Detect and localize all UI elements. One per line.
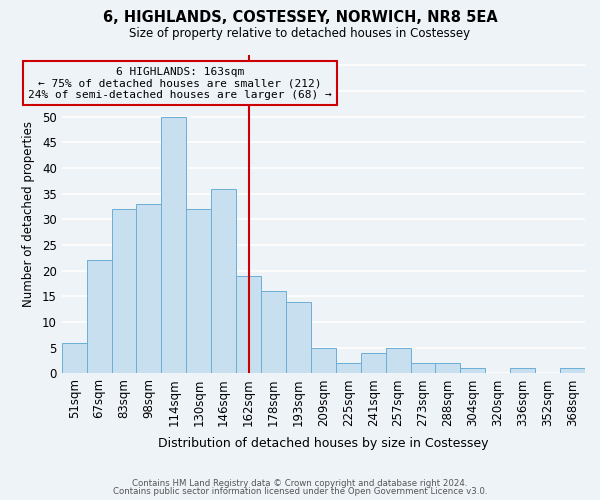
Bar bbox=[510, 368, 535, 374]
Bar bbox=[361, 353, 386, 374]
Bar bbox=[261, 291, 286, 374]
Text: 6, HIGHLANDS, COSTESSEY, NORWICH, NR8 5EA: 6, HIGHLANDS, COSTESSEY, NORWICH, NR8 5E… bbox=[103, 10, 497, 25]
Bar bbox=[186, 209, 211, 374]
Bar bbox=[560, 368, 585, 374]
Bar bbox=[311, 348, 336, 374]
Bar bbox=[112, 209, 136, 374]
Bar bbox=[86, 260, 112, 374]
Bar bbox=[386, 348, 410, 374]
Bar bbox=[62, 342, 86, 374]
Text: 6 HIGHLANDS: 163sqm
← 75% of detached houses are smaller (212)
24% of semi-detac: 6 HIGHLANDS: 163sqm ← 75% of detached ho… bbox=[28, 66, 332, 100]
Bar bbox=[211, 188, 236, 374]
Bar bbox=[286, 302, 311, 374]
Bar bbox=[336, 363, 361, 374]
X-axis label: Distribution of detached houses by size in Costessey: Distribution of detached houses by size … bbox=[158, 437, 488, 450]
Bar bbox=[436, 363, 460, 374]
Bar bbox=[460, 368, 485, 374]
Bar bbox=[236, 276, 261, 374]
Bar bbox=[136, 204, 161, 374]
Y-axis label: Number of detached properties: Number of detached properties bbox=[22, 121, 35, 307]
Text: Size of property relative to detached houses in Costessey: Size of property relative to detached ho… bbox=[130, 28, 470, 40]
Bar bbox=[161, 116, 186, 374]
Bar bbox=[410, 363, 436, 374]
Text: Contains public sector information licensed under the Open Government Licence v3: Contains public sector information licen… bbox=[113, 488, 487, 496]
Text: Contains HM Land Registry data © Crown copyright and database right 2024.: Contains HM Land Registry data © Crown c… bbox=[132, 478, 468, 488]
